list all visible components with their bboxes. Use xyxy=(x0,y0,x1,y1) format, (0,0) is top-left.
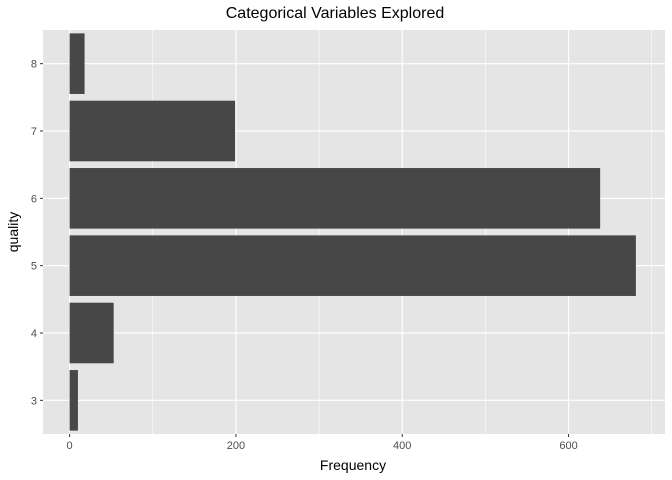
bar-quality-3 xyxy=(69,370,78,431)
chart-title: Categorical Variables Explored xyxy=(226,5,444,22)
y-tick-label: 7 xyxy=(31,126,37,138)
x-tick-label: 400 xyxy=(393,440,411,452)
bar-quality-8 xyxy=(69,33,85,94)
bar-quality-7 xyxy=(69,100,236,162)
bar-quality-5 xyxy=(69,235,636,296)
axes: 0 200 400 600 3 4 5 6 7 8 xyxy=(31,59,578,452)
bars xyxy=(69,33,636,431)
x-tick-label: 0 xyxy=(67,440,73,452)
plot-panel xyxy=(43,30,665,434)
y-tick-label: 8 xyxy=(31,59,37,71)
y-axis-title: quality xyxy=(5,212,21,252)
bar-quality-4 xyxy=(69,302,114,364)
x-tick-label: 600 xyxy=(559,440,577,452)
x-tick-label: 200 xyxy=(227,440,245,452)
bar-quality-6 xyxy=(69,168,601,229)
y-tick-label: 5 xyxy=(31,261,37,273)
x-axis-title: Frequency xyxy=(320,457,386,473)
y-tick-label: 4 xyxy=(31,328,37,340)
y-tick-label: 6 xyxy=(31,193,37,205)
y-tick-label: 3 xyxy=(31,395,37,407)
